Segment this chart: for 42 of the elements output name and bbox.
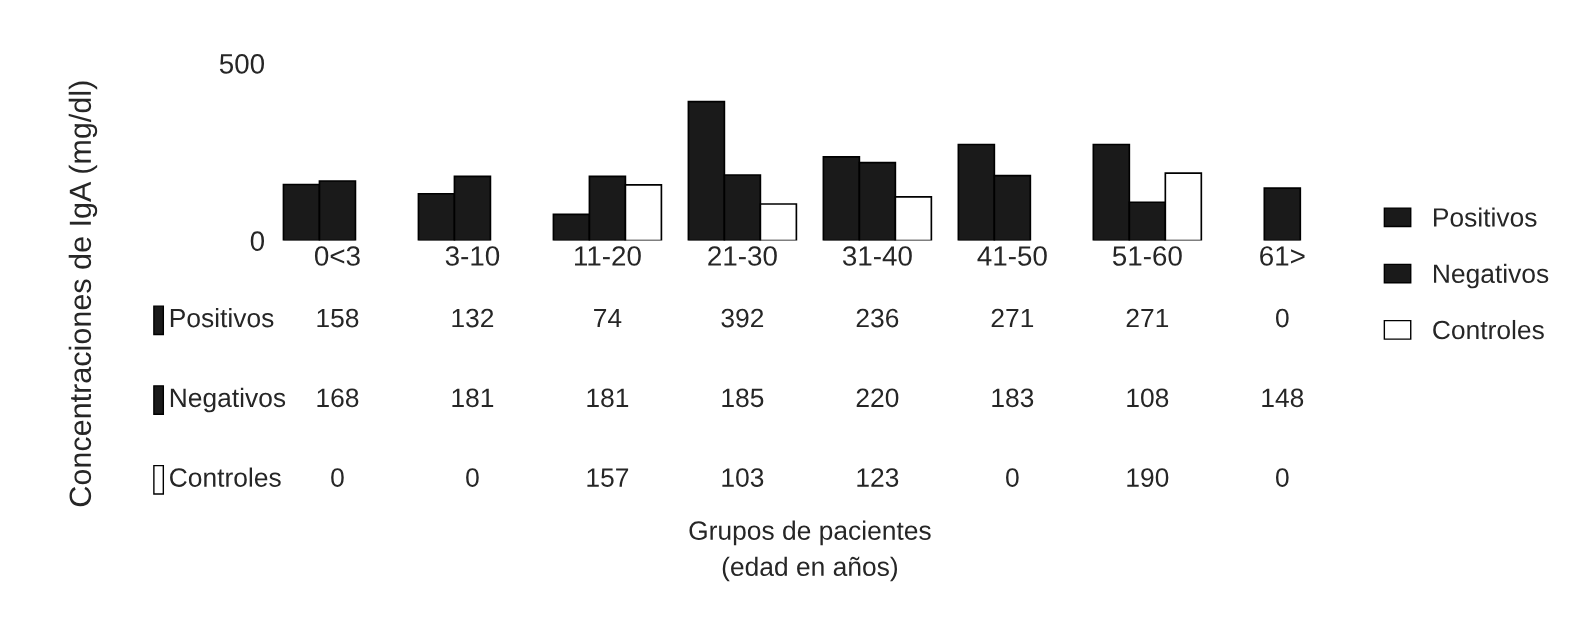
data-label: 185: [722, 388, 764, 408]
data-label: 0: [1276, 308, 1289, 328]
data-label: 74: [594, 308, 622, 328]
data-label: 108: [1127, 388, 1169, 408]
legend-label: Negativos: [1434, 263, 1549, 289]
text: Positivos: [1434, 207, 1537, 227]
x-tick-label: 21-30: [708, 246, 777, 266]
data-label: 183: [992, 388, 1034, 408]
text: Controles: [170, 467, 281, 487]
data-label: 157: [587, 468, 629, 487]
data-label: 0: [331, 468, 344, 487]
data-label: 236: [856, 308, 899, 328]
data-label: 271: [1126, 308, 1169, 328]
text: Negativos: [170, 387, 286, 413]
y-axis-title: Concentraciones de IgA (mg/dl): [68, 81, 98, 507]
bar: [1263, 187, 1302, 241]
x-tick-label: 31-40: [842, 246, 912, 266]
y-tick-label: 500: [219, 53, 265, 74]
data-label: 0: [1006, 468, 1019, 487]
data-label: 181: [587, 388, 629, 408]
data-label: 132: [452, 308, 494, 328]
data-label: 181: [452, 388, 494, 408]
data-label: 103: [722, 468, 764, 487]
x-tick-label: 41-50: [977, 246, 1047, 266]
legend-label: Positivos: [170, 308, 274, 328]
data-label: 0: [466, 468, 479, 487]
x-tick-label: 11-20: [575, 246, 641, 266]
data-label: 271: [991, 308, 1034, 328]
data-label: 190: [1127, 468, 1169, 487]
data-label: 220: [856, 388, 899, 408]
data-label: 148: [1262, 388, 1304, 408]
data-label: 0: [1276, 468, 1289, 487]
x-tick-label: 3-10: [445, 246, 500, 266]
legend-label: Controles: [1433, 319, 1544, 340]
data-label: 392: [721, 308, 764, 328]
data-label: 123: [857, 468, 899, 487]
text: Grupos de pacientes (edad en años): [689, 520, 931, 582]
data-label: 168: [317, 388, 359, 408]
x-tick-label: 0<3: [314, 246, 360, 266]
x-tick-label: 51-60: [1112, 246, 1182, 266]
data-label: 158: [317, 308, 359, 328]
x-tick-label: 61>: [1260, 246, 1305, 266]
